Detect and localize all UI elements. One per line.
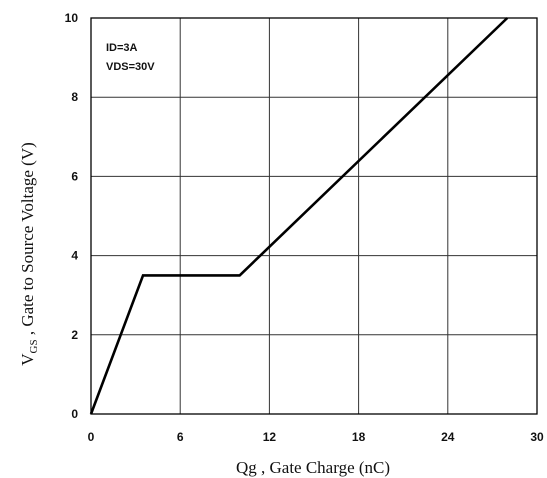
y-tick-label: 10 <box>65 11 79 25</box>
y-axis-title-main: V <box>18 353 37 366</box>
x-tick-label: 12 <box>263 430 277 444</box>
x-tick-labels: 0 6 12 18 24 30 <box>88 430 544 444</box>
x-axis-title: Qg , Gate Charge (nC) <box>236 458 390 477</box>
y-tick-label: 6 <box>71 169 78 183</box>
x-tick-label: 6 <box>177 430 184 444</box>
x-tick-label: 18 <box>352 430 366 444</box>
annotation-vds: VDS=30V <box>106 61 155 73</box>
x-tick-label: 0 <box>88 430 95 444</box>
y-axis-title: VGS , Gate to Source Voltage (V) <box>18 142 40 366</box>
series-line <box>89 17 509 415</box>
grid <box>91 18 537 414</box>
y-axis-title-subscript: GS <box>28 339 40 353</box>
x-tick-label: 30 <box>530 430 544 444</box>
plot-frame <box>90 17 538 415</box>
x-tick-label: 24 <box>441 430 455 444</box>
y-tick-label: 0 <box>71 407 78 421</box>
y-tick-label: 8 <box>71 90 78 104</box>
y-tick-labels: 0 2 4 6 8 10 <box>65 11 79 421</box>
y-tick-label: 2 <box>71 328 78 342</box>
y-tick-label: 4 <box>71 249 78 263</box>
y-axis-title-rest: , Gate to Source Voltage (V) <box>18 142 37 339</box>
annotation-id: ID=3A <box>106 42 138 54</box>
